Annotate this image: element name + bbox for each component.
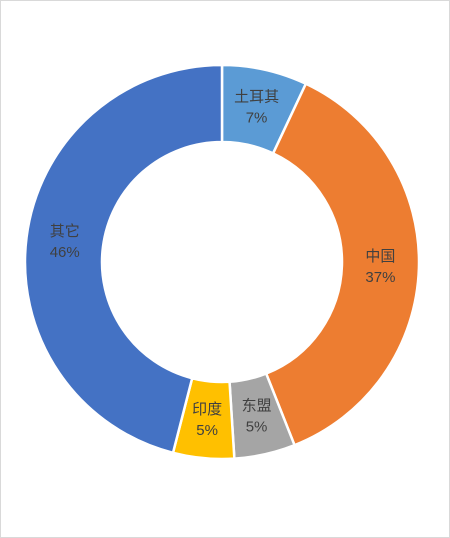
slice-category-label: 东盟 bbox=[242, 398, 272, 415]
slice-category-label: 其它 bbox=[50, 222, 80, 240]
donut-slice bbox=[23, 63, 224, 455]
slice-value-label: 7% bbox=[246, 109, 268, 126]
slice-category-label: 中国 bbox=[365, 248, 395, 265]
slice-value-label: 5% bbox=[246, 419, 268, 436]
slice-value-label: 5% bbox=[196, 422, 218, 439]
slice-value-label: 37% bbox=[365, 269, 395, 286]
slice-category-label: 土耳其 bbox=[234, 88, 279, 105]
slice-category-label: 印度 bbox=[192, 401, 222, 418]
donut-slice bbox=[264, 82, 421, 447]
slice-value-label: 46% bbox=[50, 244, 80, 261]
